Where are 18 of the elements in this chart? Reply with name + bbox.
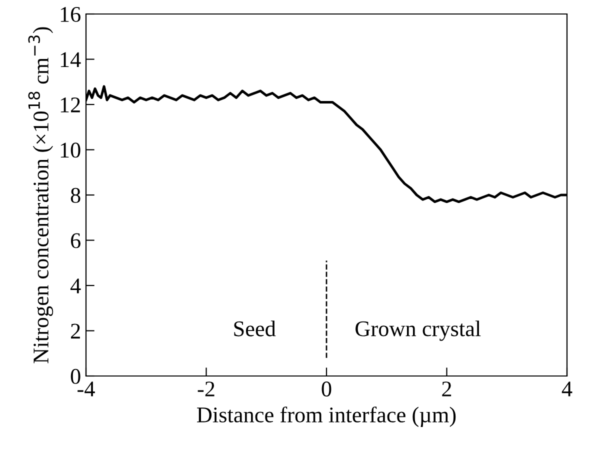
y-tick-label: 2 — [71, 324, 80, 338]
y-axis-title: Nitrogen concentration (×10$^{18}$ cm$^{−3}$) — [28, 27, 54, 364]
y-tick-label: 4 — [70, 278, 81, 294]
y-tick-label: 6 — [70, 233, 80, 248]
y-tick-label: 12 — [60, 97, 80, 112]
annotation: Seed — [234, 320, 276, 336]
x-axis-title: Distance from interface (µm) — [197, 406, 456, 427]
y-tick-label: 0 — [70, 368, 80, 384]
x-tick-label: -2 — [198, 382, 214, 396]
y-tick-label: 8 — [70, 188, 80, 203]
x-tick-label: -4 — [78, 382, 95, 396]
annotation: Grown crystal — [356, 320, 481, 341]
x-tick-label: 0 — [322, 382, 332, 396]
y-tick-label: 16 — [60, 6, 80, 22]
y-tick-label: 14 — [60, 52, 81, 67]
x-tick-label: 4 — [562, 382, 572, 396]
y-tick-label: 10 — [60, 142, 80, 158]
x-tick-label: 2 — [442, 382, 452, 396]
